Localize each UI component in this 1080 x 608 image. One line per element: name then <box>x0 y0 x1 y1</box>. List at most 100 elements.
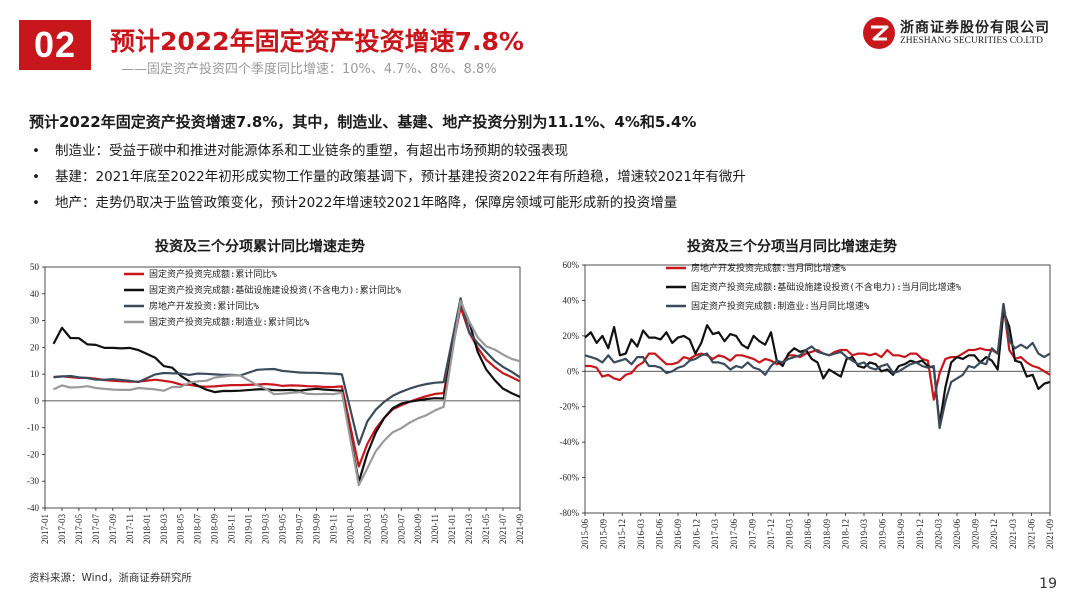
x-tick-label: 2018-05 <box>176 514 186 544</box>
x-tick-label: 2017-09 <box>747 519 757 549</box>
x-tick-label: 2019-07 <box>294 514 304 544</box>
y-tick-label: 0 <box>35 396 40 406</box>
plot-frame <box>44 266 521 509</box>
page-number: 19 <box>1039 576 1057 592</box>
x-tick-label: 2020-06 <box>952 519 962 549</box>
x-tick-label: 2016-03 <box>636 519 646 549</box>
logo-company-name-cn: 浙商证券股份有限公司 <box>900 20 1050 36</box>
y-tick-label: -80% <box>560 508 580 518</box>
x-tick-label: 2018-03 <box>785 519 795 549</box>
y-tick-label: 20% <box>563 331 580 341</box>
x-tick-label: 2021-07 <box>498 514 508 544</box>
x-tick-label: 2020-09 <box>413 514 423 544</box>
x-tick-label: 2017-03 <box>710 519 720 549</box>
chart-monthly-title: 投资及三个分项当月同比增速走势 <box>687 239 897 255</box>
plot-frame <box>584 264 1051 514</box>
series-line-3 <box>53 299 521 487</box>
data-source-note: 资料来源：Wind，浙商证券研究所 <box>29 572 192 584</box>
summary-lead: 预计2022年固定资产投资增速7.8%，其中，制造业、基建、地产投资分别为11.… <box>29 113 697 131</box>
x-tick-label: 2016-09 <box>673 519 683 549</box>
x-tick-label: 2018-07 <box>193 514 203 544</box>
x-tick-label: 2016-06 <box>654 519 664 549</box>
bullet-list: 制造业：受益于碳中和推进对能源体系和工业链条的重塑，有超出市场预期的较强表现 基… <box>29 138 746 216</box>
y-tick-label: -40% <box>560 437 580 447</box>
legend-label-2: 房地产开发投资:累计同比% <box>149 300 259 312</box>
series-line-2 <box>53 297 521 446</box>
x-tick-label: 2020-03 <box>362 514 372 544</box>
series-line-0 <box>53 306 521 468</box>
x-tick-label: 2017-12 <box>766 519 776 549</box>
x-tick-label: 2018-09 <box>822 519 832 549</box>
x-tick-label: 2017-06 <box>729 519 739 549</box>
page-subtitle: ——固定资产投资四个季度同比增速：10%、4.7%、8%、8.8% <box>121 62 497 77</box>
x-tick-label: 2020-01 <box>345 514 355 544</box>
x-tick-label: 2015-09 <box>599 519 609 549</box>
page-title: 预计2022年固定资产投资增速7.8% <box>110 27 524 56</box>
y-tick-label: -20 <box>27 449 39 459</box>
y-tick-label: 50 <box>30 262 40 272</box>
x-tick-label: 2017-07 <box>91 514 101 544</box>
legend-label-1: 固定资产投资完成额:基础设施建设投资(不含电力):累计同比% <box>149 284 402 296</box>
x-tick-label: 2017-05 <box>74 514 84 544</box>
chart-cumulative-title: 投资及三个分项累计同比增速走势 <box>155 239 365 255</box>
y-tick-label: 60% <box>563 260 580 270</box>
x-tick-label: 2020-09 <box>971 519 981 549</box>
y-tick-label: 40 <box>30 289 40 299</box>
y-tick-label: -30 <box>27 476 39 486</box>
x-tick-label: 2019-09 <box>311 514 321 544</box>
y-tick-label: 40% <box>563 295 580 305</box>
x-tick-label: 2019-05 <box>278 514 288 544</box>
x-tick-label: 2015-06 <box>580 519 590 549</box>
x-tick-label: 2021-03 <box>464 514 474 544</box>
x-tick-label: 2018-06 <box>803 519 813 549</box>
x-tick-label: 2019-03 <box>859 519 869 549</box>
x-tick-label: 2015-12 <box>617 519 627 549</box>
x-tick-label: 2020-12 <box>989 519 999 549</box>
x-tick-label: 2017-09 <box>108 514 118 544</box>
bullet-infrastructure: 基建：2021年底至2022年初形成实物工作量的政策基调下，预计基建投资2022… <box>29 164 746 190</box>
x-tick-label: 2018-01 <box>142 514 152 544</box>
series-line-0 <box>585 302 1051 401</box>
x-tick-label: 2019-11 <box>328 514 338 544</box>
legend-label-3: 固定资产投资完成额:制造业:累计同比% <box>149 316 310 328</box>
x-tick-label: 2019-03 <box>261 514 271 544</box>
legend-label-2: 固定资产投资完成额:制造业:当月同比增速% <box>691 300 870 312</box>
y-tick-label: 10 <box>30 369 40 379</box>
legend-label-1: 固定资产投资完成额:基础设施建设投资(不含电力):当月同比增速% <box>691 281 962 293</box>
chart-monthly-yoy: 60% 40% 20% 0% -20% -40% -60% -80%2015-06 2015-0… <box>560 260 1056 549</box>
bullet-manufacturing: 制造业：受益于碳中和推进对能源体系和工业链条的重塑，有超出市场预期的较强表现 <box>29 138 746 164</box>
x-tick-label: 2018-09 <box>210 514 220 544</box>
x-tick-label: 2021-05 <box>481 514 491 544</box>
series-line-2 <box>584 302 1051 430</box>
y-tick-label: -10 <box>27 423 39 433</box>
x-tick-label: 2018-12 <box>840 519 850 549</box>
series-line-1 <box>584 309 1051 426</box>
x-tick-label: 2020-05 <box>379 514 389 544</box>
bullet-real-estate: 地产：走势仍取决于监管政策变化，预计2022年增速较2021年略降，保障房领域可… <box>29 190 746 216</box>
x-tick-label: 2017-03 <box>57 514 67 544</box>
x-tick-label: 2021-06 <box>1026 519 1036 549</box>
legend-label-0: 房地产开发投资完成额:当月同比增速% <box>691 262 846 274</box>
y-tick-label: 30 <box>30 316 40 326</box>
y-tick-label: -20% <box>560 402 580 412</box>
section-number-badge: 02 <box>19 20 91 70</box>
zheshang-logo-icon <box>863 17 895 49</box>
x-tick-label: 2018-03 <box>159 514 169 544</box>
company-logo: 浙商证券股份有限公司 ZHESHANG SECURITIES CO.LTD <box>862 16 1062 52</box>
x-tick-label: 2021-01 <box>447 514 457 544</box>
x-tick-label: 2018-11 <box>227 514 237 544</box>
x-tick-label: 2020-03 <box>933 519 943 549</box>
x-tick-label: 2017-01 <box>40 514 50 544</box>
legend-label-0: 固定资产投资完成额:累计同比% <box>149 268 277 280</box>
x-tick-label: 2019-06 <box>878 519 888 549</box>
y-tick-label: -40 <box>27 503 39 513</box>
x-tick-label: 2019-01 <box>244 514 254 544</box>
x-tick-label: 2017-11 <box>125 514 135 544</box>
x-tick-label: 2019-09 <box>896 519 906 549</box>
y-tick-label: 0% <box>567 366 580 376</box>
x-tick-label: 2020-11 <box>430 514 440 544</box>
x-tick-label: 2021-09 <box>515 514 525 544</box>
y-tick-label: 20 <box>30 342 40 352</box>
y-tick-label: -60% <box>560 473 580 483</box>
series-line-1 <box>52 301 521 484</box>
